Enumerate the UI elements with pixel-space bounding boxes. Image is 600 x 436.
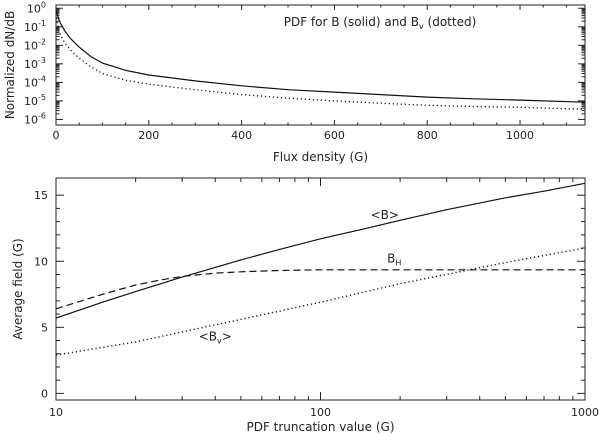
pdf-chart-title: PDF for B (solid) and Bv (dotted)	[284, 15, 477, 31]
pdf-y-tick-exponent: -4	[38, 74, 46, 83]
pdf-y-tick-base: 10	[27, 2, 41, 15]
pdf-y-tick-label: 100	[27, 0, 46, 15]
pdf-y-tick-exponent: -2	[38, 37, 46, 46]
pdf-x-tick-label: 1000	[506, 129, 534, 142]
average-field-axis-ticks: 10 100 1000 0 5 10 15	[34, 178, 599, 419]
pdf-x-tick-label: 600	[324, 129, 345, 142]
pdf-title-tail: (dotted)	[424, 15, 477, 29]
pdf-y-axis-label: Normalized dN/dB	[3, 11, 17, 119]
average-field-series-dashed	[55, 269, 585, 310]
average-field-series-solid	[55, 182, 586, 319]
average-field-x-tick-label: 1000	[571, 406, 599, 419]
annotation-b-h: BH	[387, 252, 401, 268]
average-field-y-tick-label: 0	[41, 387, 48, 400]
average-field-y-tick-label: 5	[41, 321, 48, 334]
pdf-series-dotted	[55, 17, 586, 110]
pdf-series-group	[55, 10, 586, 110]
pdf-x-tick-label: 0	[53, 129, 60, 142]
annotation-b-v-sub: v	[217, 337, 222, 346]
average-field-y-tick-label: 15	[34, 189, 48, 202]
average-field-plot-frame	[55, 177, 586, 401]
average-field-series-group	[55, 182, 586, 356]
pdf-y-tick-base: 10	[24, 39, 38, 52]
annotation-mean-b-v: <Bv>	[199, 330, 232, 346]
pdf-panel: 0 200 400 600 800 100010010-110-210-310-410-5…	[3, 0, 586, 164]
pdf-y-tick-base: 10	[24, 95, 38, 108]
pdf-title-main: PDF for B (solid) and B	[284, 15, 419, 29]
average-field-x-tick-label: 10	[49, 406, 63, 419]
pdf-y-tick-base: 10	[24, 21, 38, 34]
average-field-y-axis-label: Average field (G)	[11, 238, 25, 339]
pdf-y-tick-label: 10-6	[24, 111, 46, 126]
average-field-x-axis-label: PDF truncation value (G)	[246, 420, 394, 434]
pdf-y-tick-base: 10	[24, 76, 38, 89]
pdf-y-tick-exponent: 0	[41, 0, 46, 9]
pdf-y-tick-exponent: -6	[38, 111, 46, 120]
average-field-series-dotted	[55, 247, 586, 356]
pdf-x-tick-label: 400	[231, 129, 252, 142]
pdf-y-tick-label: 10-1	[24, 19, 46, 34]
average-field-x-tick-label: 100	[310, 406, 331, 419]
pdf-y-tick-label: 10-4	[24, 74, 46, 89]
pdf-y-tick-label: 10-2	[24, 37, 46, 52]
pdf-x-axis-label: Flux density (G)	[273, 150, 368, 164]
annotation-b-v-tail: >	[222, 330, 232, 344]
annotation-b-h-base: B	[387, 252, 395, 266]
pdf-y-tick-exponent: -1	[38, 19, 46, 28]
average-field-panel: 10 100 1000 0 5 10 15 PDF truncation value (G)…	[11, 177, 599, 434]
pdf-title-sub: v	[419, 22, 424, 31]
pdf-y-tick-exponent: -3	[38, 56, 46, 65]
pdf-y-tick-base: 10	[24, 58, 38, 71]
average-field-y-tick-label: 10	[34, 255, 48, 268]
pdf-y-tick-label: 10-5	[24, 93, 46, 108]
pdf-series-solid	[55, 10, 586, 103]
pdf-x-tick-label: 200	[138, 129, 159, 142]
annotation-mean-b: <B>	[371, 208, 399, 222]
pdf-x-tick-label: 800	[417, 129, 438, 142]
pdf-y-tick-base: 10	[24, 113, 38, 126]
pdf-y-tick-label: 10-3	[24, 56, 46, 71]
pdf-y-tick-exponent: -5	[38, 93, 46, 102]
annotation-b-h-sub: H	[395, 259, 401, 268]
annotation-b-v-main: <B	[199, 330, 217, 344]
